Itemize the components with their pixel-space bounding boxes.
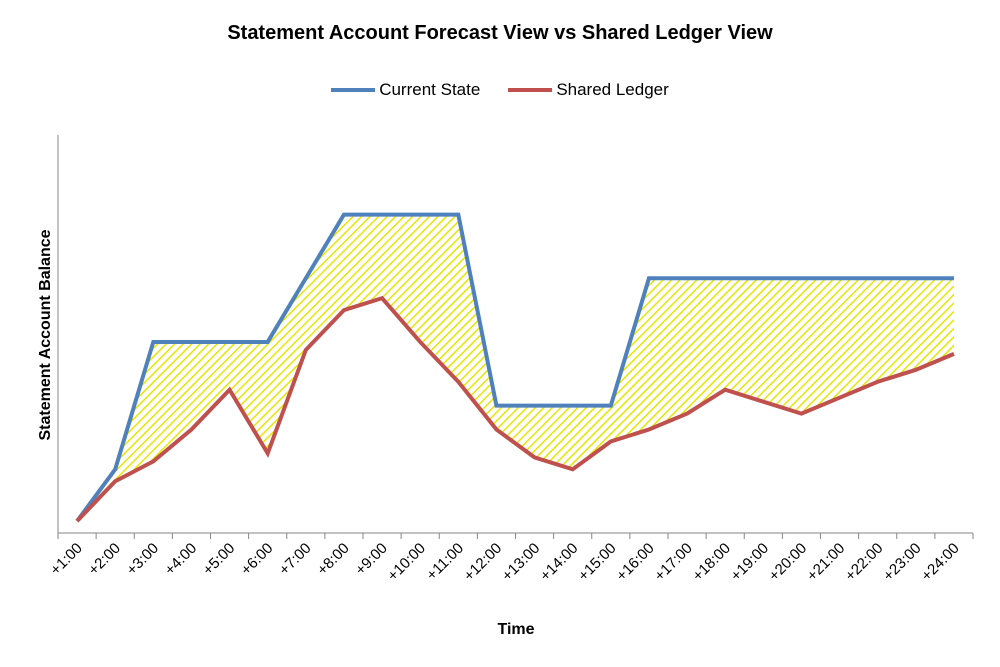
x-tick-label: +1:00	[47, 540, 86, 579]
x-tick-label: +4:00	[161, 540, 200, 579]
chart-title: Statement Account Forecast View vs Share…	[227, 22, 773, 44]
x-tick-label: +23:00	[880, 540, 925, 585]
x-tick-label: +3:00	[123, 540, 162, 579]
series-line-shared-ledger	[75, 295, 955, 523]
x-tick-label: +22:00	[842, 540, 887, 585]
x-tick-label: +21:00	[804, 540, 849, 585]
x-tick-label: +8:00	[314, 540, 353, 579]
legend-item-current-state: Current State	[331, 80, 480, 100]
series-line-current-state	[75, 212, 954, 523]
x-tick-label: +12:00	[461, 540, 506, 585]
x-tick-label: +18:00	[689, 540, 734, 585]
x-tick-label: +24:00	[918, 540, 963, 585]
x-tick-label: +2:00	[85, 540, 124, 579]
x-tick-label: +20:00	[766, 540, 811, 585]
x-tick-label: +6:00	[238, 540, 277, 579]
x-tick-label: +17:00	[651, 540, 696, 585]
y-axis-title: Statement Account Balance	[37, 229, 54, 440]
legend-swatch-current-state	[331, 88, 376, 92]
difference-hatch-area	[77, 214, 954, 522]
x-tick-label: +15:00	[575, 540, 620, 585]
x-tick-label: +19:00	[727, 540, 772, 585]
x-tick-label: +16:00	[613, 540, 658, 585]
legend: Current State Shared Ledger	[0, 80, 1000, 100]
legend-label-current-state: Current State	[379, 80, 481, 99]
x-tick-label: +11:00	[423, 540, 467, 584]
x-axis-title: Time	[497, 621, 534, 638]
legend-swatch-shared-ledger	[508, 88, 553, 92]
x-tick-label: +13:00	[499, 540, 544, 585]
x-tick-label: +10:00	[384, 540, 429, 585]
legend-item-shared-ledger: Shared Ledger	[508, 80, 669, 100]
legend-label-shared-ledger: Shared Ledger	[556, 80, 669, 99]
x-tick-label: +5:00	[200, 540, 239, 579]
x-tick-label: +14:00	[537, 540, 582, 585]
x-tick-label: +7:00	[276, 540, 315, 579]
